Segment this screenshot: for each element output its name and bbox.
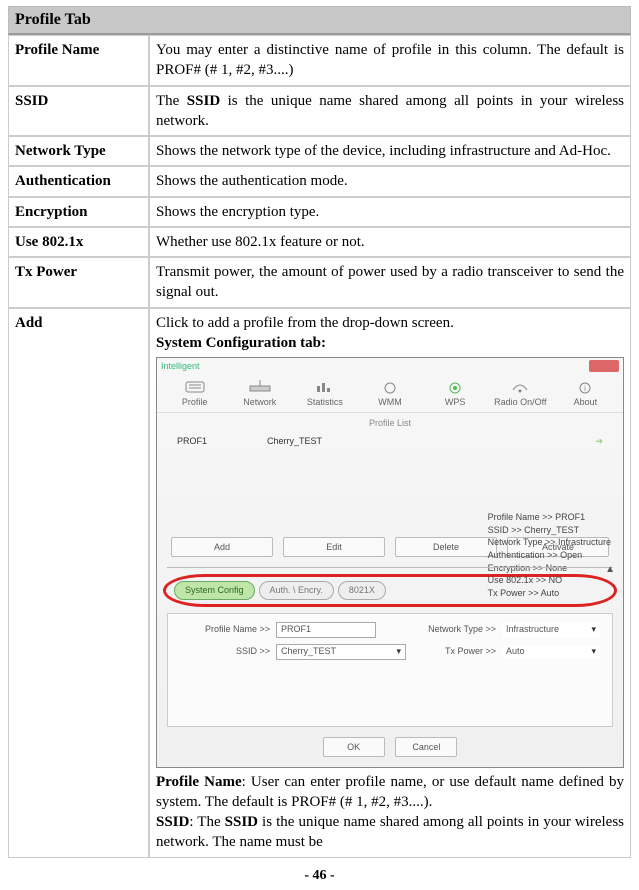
row-txpower-key: Tx Power [8,257,149,308]
screenshot-title: Intelligent [161,360,200,372]
profile-list-ssid: Cherry_TEST [267,435,595,447]
screenshot-config-dialog: Intelligent Profile Network [156,357,624,768]
row-profile-name-key: Profile Name [8,35,149,86]
delete-button[interactable]: Delete [395,537,497,557]
profile-name-input[interactable]: PROF1 [276,622,376,638]
profile-arrow-icon: ➔ [595,435,603,447]
page-number: - 46 - [8,858,631,890]
row-ssid-key: SSID [8,86,149,137]
profile-list-name: PROF1 [177,435,267,447]
add-ssid-mid: : The [189,814,224,830]
row-use8021x-val: Whether use 802.1x feature or not. [149,227,631,257]
row-network-type-key: Network Type [8,136,149,166]
tab-about-label: About [574,397,598,407]
row-auth-key: Authentication [8,166,149,196]
svg-text:i: i [585,384,587,393]
ok-button[interactable]: OK [323,737,385,757]
row-profile-name-val: You may enter a distinctive name of prof… [149,35,631,86]
row-add-key: Add [8,308,149,858]
tab-profile-label: Profile [182,397,208,407]
row-use8021x-key: Use 802.1x [8,227,149,257]
collapse-arrow-icon[interactable]: ▲ [605,563,615,577]
row-auth-val: Shows the authentication mode. [149,166,631,196]
tab-statistics[interactable]: Statistics [295,378,354,412]
subtab-8021x[interactable]: 8021X [338,581,386,599]
add-pn-bold: Profile Name [156,774,242,790]
screenshot-main-tabs: Profile Network Statistics WMM [157,374,623,413]
edit-button[interactable]: Edit [283,537,385,557]
row-ssid-val: The SSID is the unique name shared among… [149,86,631,137]
detail-tx: Tx Power >> Auto [488,587,611,600]
close-icon[interactable] [589,360,619,372]
ssid-select[interactable]: Cherry_TEST [276,644,406,660]
form-ssid-label: SSID >> [180,645,276,657]
tab-about[interactable]: i About [556,378,615,412]
ssid-bold: SSID [187,93,220,109]
subtab-auth-encry[interactable]: Auth. \ Encry. [259,581,334,599]
profile-list-label: Profile List [157,417,623,429]
row-txpower-val: Transmit power, the amount of power used… [149,257,631,308]
dialog-buttons: OK Cancel [157,731,623,767]
detail-ssid: SSID >> Cherry_TEST [488,524,611,537]
section-header: Profile Tab [8,6,631,35]
detail-pn: Profile Name >> PROF1 [488,511,611,524]
add-subheader: System Configuration tab: [156,333,624,353]
network-type-select[interactable]: Infrastructure [502,623,600,637]
profile-list-row[interactable]: PROF1 Cherry_TEST ➔ [157,433,623,449]
detail-auth: Authentication >> Open [488,549,611,562]
cancel-button[interactable]: Cancel [395,737,457,757]
row-enc-key: Encryption [8,197,149,227]
ssid-suffix: is the unique name shared among all poin… [156,93,624,129]
row-network-type-val: Shows the network type of the device, in… [149,136,631,166]
subtab-system-config[interactable]: System Config [174,581,255,599]
tab-network-label: Network [243,397,276,407]
add-intro: Click to add a profile from the drop-dow… [156,313,624,333]
profile-details: Profile Name >> PROF1 SSID >> Cherry_TES… [488,511,611,599]
tab-wmm[interactable]: WMM [360,378,419,412]
row-add-val: Click to add a profile from the drop-dow… [149,308,631,858]
form-nt-label: Network Type >> [376,623,502,635]
form-pn-label: Profile Name >> [180,623,276,635]
row-enc-val: Shows the encryption type. [149,197,631,227]
tab-wps[interactable]: WPS [426,378,485,412]
detail-nt: Network Type >> Infrastructure [488,536,611,549]
form-tx-label: Tx Power >> [406,645,502,657]
tab-radio-label: Radio On/Off [494,397,546,407]
detail-u8: Use 802.1x >> NO [488,574,611,587]
ssid-prefix: The [156,93,187,109]
tab-radio[interactable]: Radio On/Off [491,378,550,412]
add-button[interactable]: Add [171,537,273,557]
tab-profile[interactable]: Profile [165,378,224,412]
params-table: Profile Name You may enter a distinctive… [8,35,631,858]
system-config-form: Profile Name >> PROF1 Network Type >> In… [167,613,613,727]
tx-power-select[interactable]: Auto [502,645,600,659]
add-ssid-bold1: SSID [156,814,189,830]
add-ssid-bold2: SSID [225,814,258,830]
tab-network[interactable]: Network [230,378,289,412]
divider: ▲ [167,567,613,568]
tab-statistics-label: Statistics [307,397,343,407]
tab-wmm-label: WMM [378,397,402,407]
tab-wps-label: WPS [445,397,466,407]
